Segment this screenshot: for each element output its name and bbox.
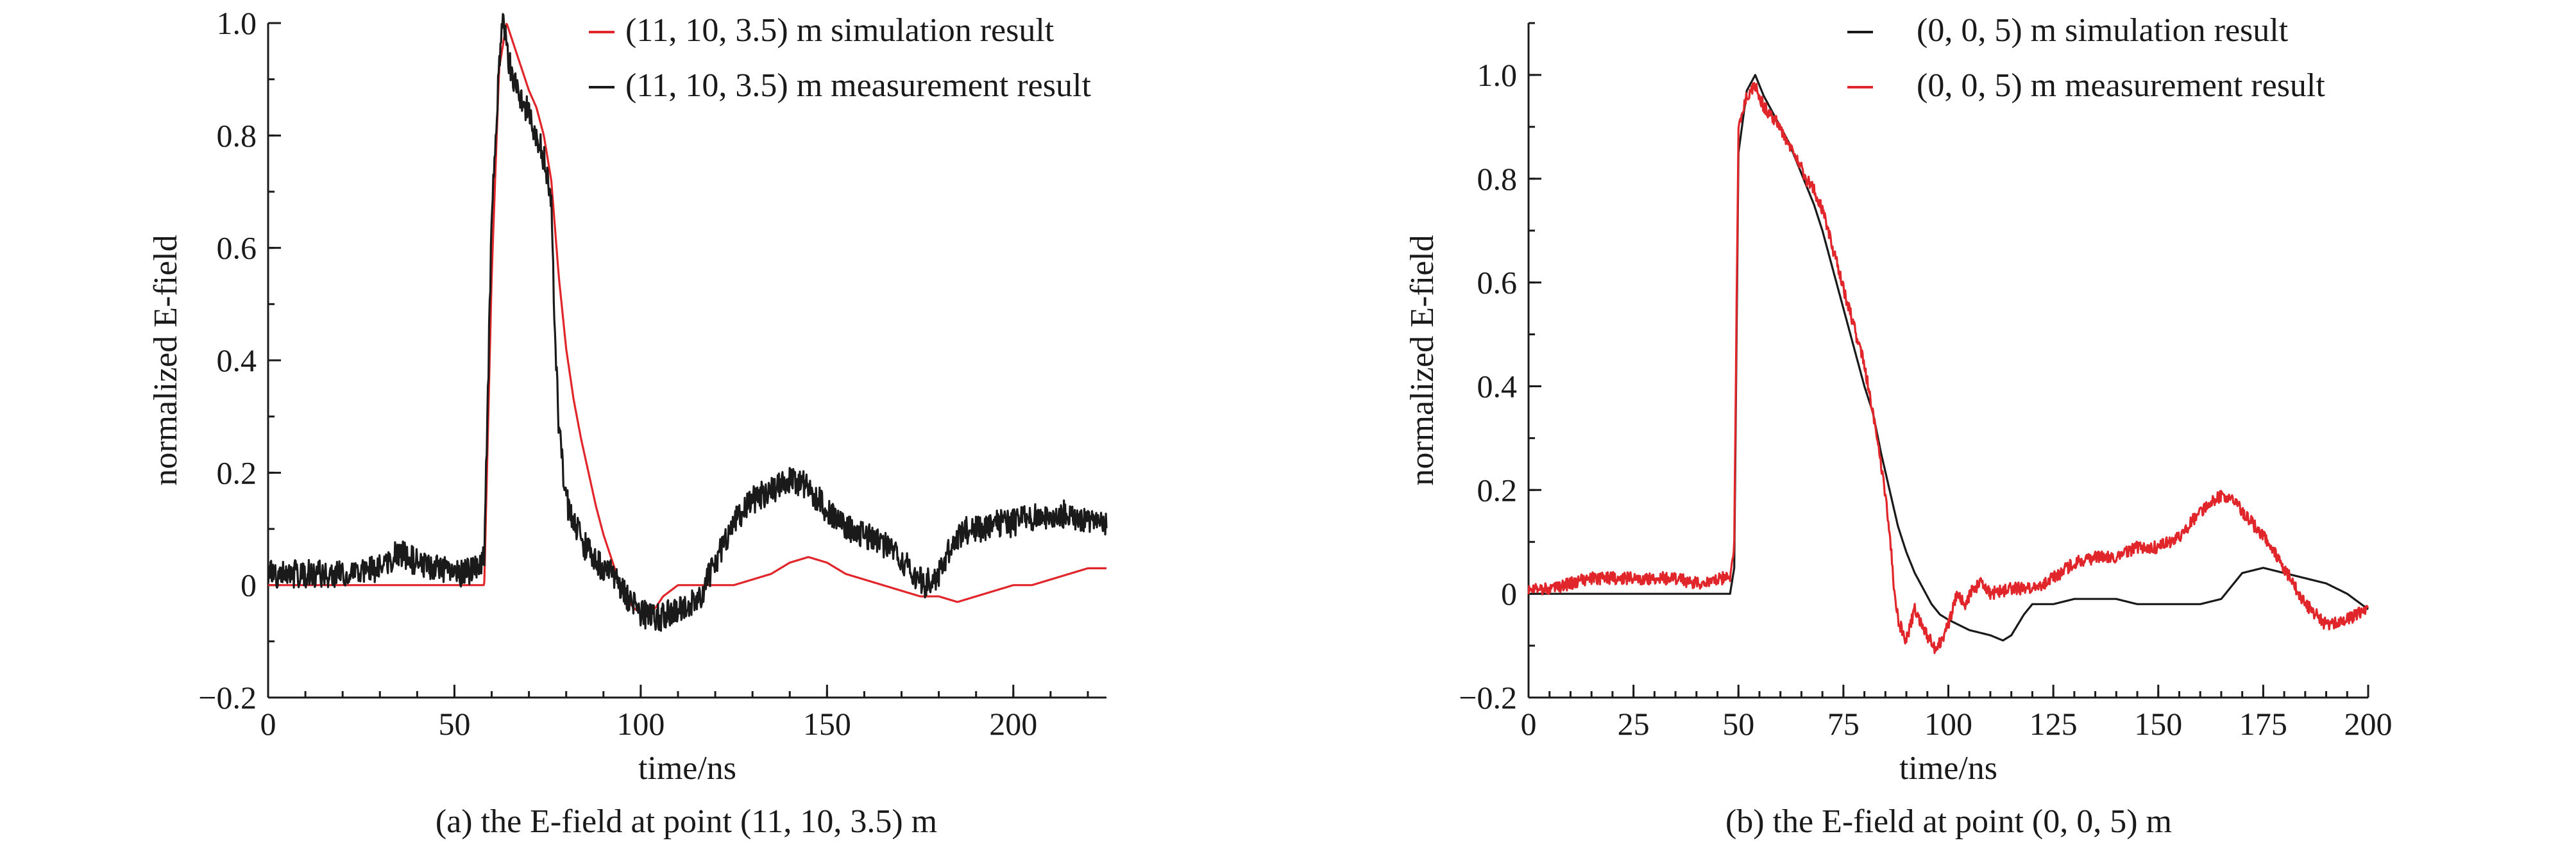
x-tick-label: 100	[1924, 706, 1972, 742]
y-tick-label: 1.0	[1477, 57, 1518, 93]
legend-label-1: (0, 0, 5) m simulation result	[1917, 12, 2289, 49]
series-line-1	[267, 22, 1107, 615]
y-tick-label: 0.6	[217, 230, 257, 266]
y-axis-label: normalized E-field	[148, 235, 184, 485]
series-line-2	[267, 13, 1108, 632]
x-axis-label: time/ns	[1899, 750, 1997, 787]
y-tick-label: 0.8	[1477, 161, 1518, 197]
x-tick-label: 200	[2344, 706, 2393, 742]
y-tick-label: 0.6	[1477, 265, 1518, 301]
legend-label-2: (11, 10, 3.5) m measurement result	[625, 67, 1091, 104]
x-tick-label: 50	[1722, 706, 1754, 742]
x-tick-label: 125	[2029, 706, 2078, 742]
series-line-1	[1528, 74, 2369, 642]
y-tick-label: 1.0	[217, 5, 257, 41]
x-tick-label: 75	[1827, 706, 1860, 742]
chart-caption: (a) the E-field at point (11, 10, 3.5) m	[436, 803, 937, 840]
x-tick-label: 150	[803, 706, 851, 742]
y-axis-label: normalized E-field	[1404, 235, 1441, 485]
x-tick-label: 150	[2134, 706, 2182, 742]
x-tick-label: 200	[989, 706, 1037, 742]
y-tick-label: −0.2	[1459, 680, 1517, 715]
y-tick-label: 0	[1501, 576, 1517, 612]
y-tick-label: 0.4	[1477, 368, 1518, 404]
legend-label-2: (0, 0, 5) m measurement result	[1917, 67, 2325, 104]
x-tick-label: 25	[1618, 706, 1650, 742]
x-tick-label: 0	[260, 706, 276, 742]
y-tick-label: 0.8	[217, 117, 257, 153]
y-tick-label: 0.2	[1477, 472, 1518, 508]
y-tick-label: 0.2	[217, 455, 257, 490]
chart-panel-b: 0 25 50 75 100 125 150 175 200−0.200.20.40.60.81…	[1404, 12, 2393, 840]
chart-panel-a: 0 50 100 150 200−0.200.20.40.60.81.0time/nsn…	[148, 5, 1108, 840]
y-tick-label: 0.4	[217, 342, 257, 378]
x-tick-label: 0	[1521, 706, 1537, 742]
x-tick-label: 175	[2239, 706, 2287, 742]
x-tick-label: 100	[616, 706, 665, 742]
x-axis-label: time/ns	[638, 750, 736, 787]
y-tick-label: −0.2	[198, 680, 257, 715]
chart-caption: (b) the E-field at point (0, 0, 5) m	[1725, 803, 2172, 840]
series-line-2	[1527, 81, 2369, 655]
y-tick-label: 0	[241, 567, 257, 603]
x-tick-label: 50	[438, 706, 470, 742]
legend-label-1: (11, 10, 3.5) m simulation result	[625, 12, 1055, 49]
